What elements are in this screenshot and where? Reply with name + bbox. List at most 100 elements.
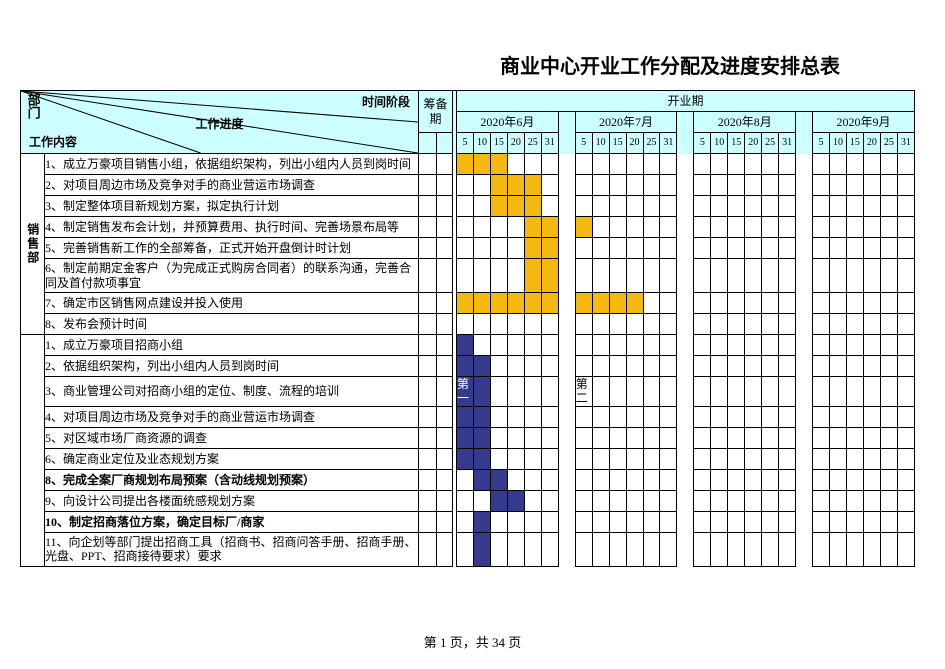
gantt-cell: [897, 427, 914, 448]
gantt-cell: [524, 259, 541, 293]
day-header: 10: [829, 133, 846, 154]
gantt-cell: [829, 511, 846, 532]
gantt-cell: [575, 356, 592, 377]
gantt-cell: [437, 196, 453, 217]
gantt-cell: [745, 490, 762, 511]
time-stage-label: 时间阶段: [362, 95, 410, 109]
gantt-cell: [660, 532, 677, 566]
task-label: 5、完善销售新工作的全部筹备，正式开始开盘倒计时计划: [45, 238, 419, 259]
gantt-cell: [592, 175, 609, 196]
gantt-cell: [419, 490, 437, 511]
gantt-cell: [592, 532, 609, 566]
gantt-cell: [490, 238, 507, 259]
gantt-cell: [897, 293, 914, 314]
gantt-cell: [507, 448, 524, 469]
gantt-cell: [609, 377, 626, 407]
gantt-cell: [863, 377, 880, 407]
gantt-cell: [643, 293, 660, 314]
gantt-cell: [762, 175, 779, 196]
gantt-cell: [592, 406, 609, 427]
day-header: 25: [643, 133, 660, 154]
gantt-cell: [507, 377, 524, 407]
gantt-cell: [609, 314, 626, 335]
gantt-cell: [419, 406, 437, 427]
gantt-cell: [490, 293, 507, 314]
gantt-cell: [762, 356, 779, 377]
table-row: 1、成立万豪项目招商小组: [21, 335, 915, 356]
gantt-cell: [762, 406, 779, 427]
gantt-cell: [711, 469, 728, 490]
day-header: 5: [813, 133, 830, 154]
gantt-cell: [880, 175, 897, 196]
gantt-cell: [490, 532, 507, 566]
gantt-cell: [490, 490, 507, 511]
gap: [677, 406, 694, 427]
gantt-cell: [507, 427, 524, 448]
gantt-cell: [609, 335, 626, 356]
gantt-cell: [813, 356, 830, 377]
gantt-cell: [745, 356, 762, 377]
gantt-cell: [863, 335, 880, 356]
gantt-cell: [897, 217, 914, 238]
gantt-cell: [490, 356, 507, 377]
gantt-cell: [592, 293, 609, 314]
gantt-cell: [813, 175, 830, 196]
gantt-cell: [694, 175, 711, 196]
table-row: 3、制定整体项目新规划方案，拟定执行计划: [21, 196, 915, 217]
gantt-cell: [507, 490, 524, 511]
gantt-cell: [813, 511, 830, 532]
gap: [677, 112, 694, 154]
table-row: 3、商业管理公司对招商小组的定位、制度、流程的培训第一第二: [21, 377, 915, 407]
table-row: 6、确定商业定位及业态规划方案: [21, 448, 915, 469]
gap: [796, 238, 813, 259]
gantt-cell: [592, 196, 609, 217]
gantt-cell: [813, 217, 830, 238]
task-label: 3、制定整体项目新规划方案，拟定执行计划: [45, 196, 419, 217]
gap: [558, 356, 575, 377]
gantt-cell: [524, 427, 541, 448]
gantt-cell: [524, 532, 541, 566]
task-label: 11、向企划等部门提出招商工具（招商书、招商问答手册、招商手册、光盘、PPT、招…: [45, 532, 419, 566]
gantt-cell: [541, 238, 558, 259]
gantt-cell: [490, 427, 507, 448]
gantt-cell: [711, 377, 728, 407]
gantt-cell: [643, 377, 660, 407]
gap: [796, 448, 813, 469]
gantt-cell: [880, 377, 897, 407]
gantt-cell: [524, 377, 541, 407]
gantt-cell: [473, 377, 490, 407]
gantt-cell: [829, 356, 846, 377]
gantt-cell: [846, 175, 863, 196]
gantt-cell: [728, 293, 745, 314]
gap: [558, 293, 575, 314]
gantt-cell: [779, 448, 796, 469]
gantt-cell: [779, 314, 796, 335]
task-label: 1、成立万豪项目销售小组，依据组织架构，列出小组内人员到岗时间: [45, 154, 419, 175]
gantt-cell: [473, 259, 490, 293]
gantt-cell: [694, 238, 711, 259]
gantt-cell: [643, 314, 660, 335]
gantt-cell: [711, 490, 728, 511]
gantt-cell: [694, 406, 711, 427]
gantt-cell: [846, 335, 863, 356]
gantt-cell: [863, 217, 880, 238]
gantt-cell: [507, 293, 524, 314]
gantt-cell: [437, 335, 453, 356]
gantt-cell: [457, 259, 474, 293]
gantt-cell: [643, 154, 660, 175]
gap: [558, 427, 575, 448]
gantt-cell: [457, 356, 474, 377]
gantt-cell: [779, 154, 796, 175]
gantt-cell: [643, 490, 660, 511]
gantt-cell: [643, 356, 660, 377]
gantt-cell: [846, 196, 863, 217]
month-header: 2020年9月: [813, 112, 915, 133]
gantt-cell: [419, 427, 437, 448]
gantt-cell: [711, 406, 728, 427]
gap: [677, 196, 694, 217]
table-row: 8、发布会预计时间: [21, 314, 915, 335]
gantt-cell: [660, 335, 677, 356]
gap: [558, 112, 575, 154]
gantt-cell: [457, 175, 474, 196]
gantt-cell: [660, 427, 677, 448]
